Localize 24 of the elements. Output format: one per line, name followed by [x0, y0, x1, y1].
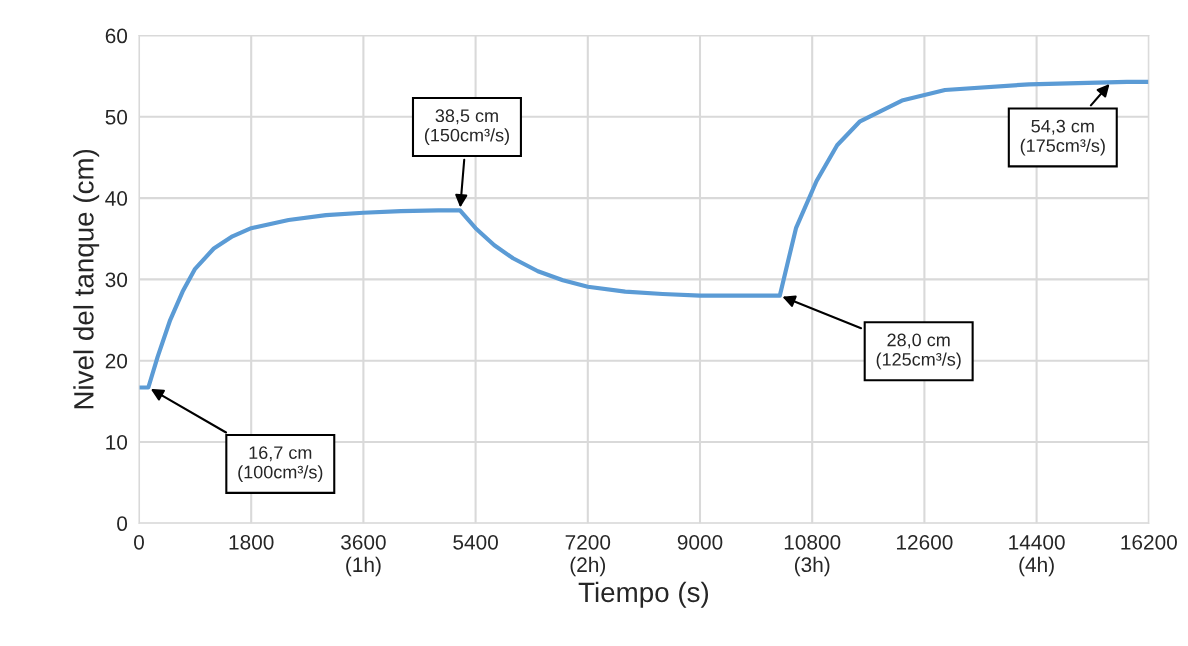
- x-tick-label: 1800: [229, 534, 274, 550]
- x-tick-label: 9000: [677, 534, 723, 550]
- y-tick-label: 10: [106, 434, 128, 450]
- x-tick-label: 3600 (1h): [341, 534, 386, 577]
- x-tick-label: 0: [134, 534, 144, 550]
- y-tick-label: 20: [105, 353, 128, 369]
- annotation: 16,7 cm (100cm³/s): [238, 446, 323, 483]
- y-tick-label: 50: [105, 109, 128, 125]
- y-tick-label: 30: [105, 272, 128, 288]
- y-axis-title: Nivel del tanque (cm): [73, 149, 100, 409]
- y-tick-label: 0: [117, 516, 128, 532]
- annotation: 28,0 cm (125cm³/s): [876, 333, 961, 370]
- annotation: 38,5 cm (150cm³/s): [424, 109, 509, 146]
- x-tick-label: 12600: [897, 534, 953, 550]
- x-tick-label: 16200: [1121, 534, 1177, 550]
- annotation: 54,3 cm (175cm³/s): [1020, 119, 1105, 156]
- x-tick-label: 7200 (2h): [565, 534, 611, 577]
- x-tick-label: 14400 (4h): [1009, 534, 1065, 577]
- x-tick-label: 10800 (3h): [784, 534, 841, 577]
- line-series: [139, 79, 1149, 390]
- x-axis-title: Tiempo (s): [578, 581, 709, 608]
- y-tick-label: 40: [105, 191, 128, 206]
- x-tick-label: 5400: [453, 534, 498, 550]
- y-tick-label: 60: [105, 28, 128, 44]
